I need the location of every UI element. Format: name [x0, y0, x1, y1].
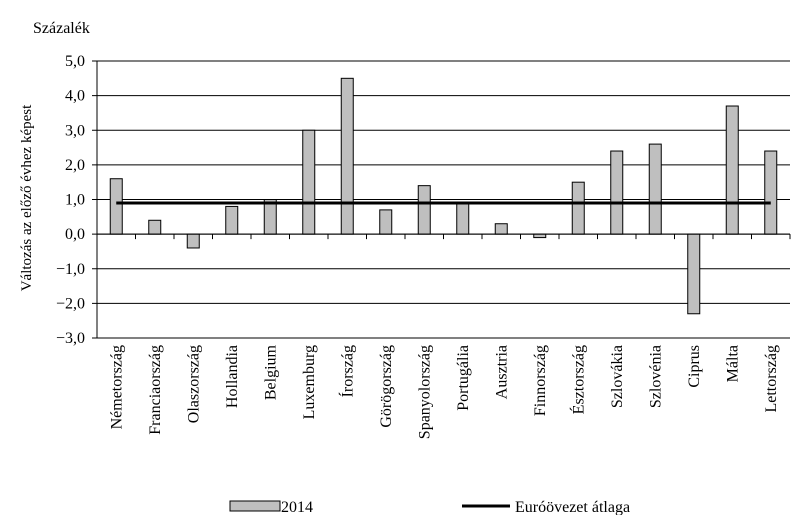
- bar: [456, 202, 470, 235]
- unit-label: Százalék: [33, 20, 90, 37]
- y-axis-title: Változás az előző évhez képest: [19, 104, 35, 291]
- legend-swatch-2014: [229, 500, 281, 512]
- bar: [417, 185, 431, 235]
- bar: [225, 205, 239, 235]
- y-tick-label: 2,0: [65, 157, 85, 174]
- x-tick-label: Szlovénia: [647, 345, 664, 408]
- x-tick-label: Belgium: [262, 344, 279, 400]
- bar: [571, 181, 585, 235]
- x-tick-label: Ciprus: [686, 345, 703, 388]
- bar: [494, 223, 508, 235]
- gridlines: [97, 60, 790, 339]
- y-tick-label: 3,0: [65, 122, 85, 139]
- x-tick-label: Hollandia: [224, 345, 241, 408]
- x-tick-label: Írország: [337, 345, 356, 397]
- bar: [263, 199, 277, 235]
- legend-label-2014: 2014: [281, 499, 313, 515]
- x-tick-label: Málta: [724, 345, 741, 382]
- bar: [302, 129, 316, 235]
- x-tick-label: Ausztria: [493, 345, 510, 399]
- x-tick-label: Görögország: [378, 345, 395, 428]
- x-tick-label: Portugália: [455, 345, 472, 411]
- bar: [725, 105, 739, 235]
- y-tick-label: −1,0: [56, 261, 85, 278]
- x-tick-label: Spanyolország: [416, 345, 433, 439]
- y-tick-label: 1,0: [65, 192, 85, 209]
- x-tick-labels: Németország Franciaország Olaszország Holla…: [108, 344, 780, 439]
- y-tick-label: −3,0: [56, 330, 85, 347]
- bar: [379, 209, 393, 235]
- y-tick-label: −2,0: [56, 295, 85, 312]
- x-tick-label: Szlovákia: [609, 345, 626, 408]
- legend: 2014 Euróövezet átlaga: [229, 499, 630, 515]
- y-tick-labels: −3,0 −2,0 −1,0 0,0 1,0 2,0 3,0 4,0 5,0: [56, 53, 85, 347]
- bars: [109, 77, 778, 315]
- bar: [610, 150, 624, 235]
- x-tick-label: Olaszország: [185, 345, 202, 423]
- bar: [340, 77, 354, 235]
- bar: [109, 178, 123, 235]
- bar: [764, 150, 778, 235]
- bar: [148, 219, 162, 235]
- bar: [648, 143, 662, 235]
- bar: [687, 233, 701, 315]
- y-tick-label: 5,0: [65, 53, 85, 70]
- y-tick-label: 0,0: [65, 226, 85, 243]
- x-tick-label: Luxemburg: [301, 345, 318, 419]
- y-tick-label: 4,0: [65, 88, 85, 105]
- x-tick-label: Franciaország: [147, 345, 164, 435]
- x-tick-label: Finnország: [532, 345, 549, 416]
- axes: [92, 60, 791, 339]
- x-tick-label: Németország: [108, 345, 125, 429]
- bar: [186, 233, 200, 249]
- bar: [533, 233, 547, 239]
- legend-label-average: Euróövezet átlaga: [515, 499, 630, 515]
- x-tick-label: Lettország: [763, 345, 780, 413]
- x-tick-label: Észtország: [568, 345, 587, 414]
